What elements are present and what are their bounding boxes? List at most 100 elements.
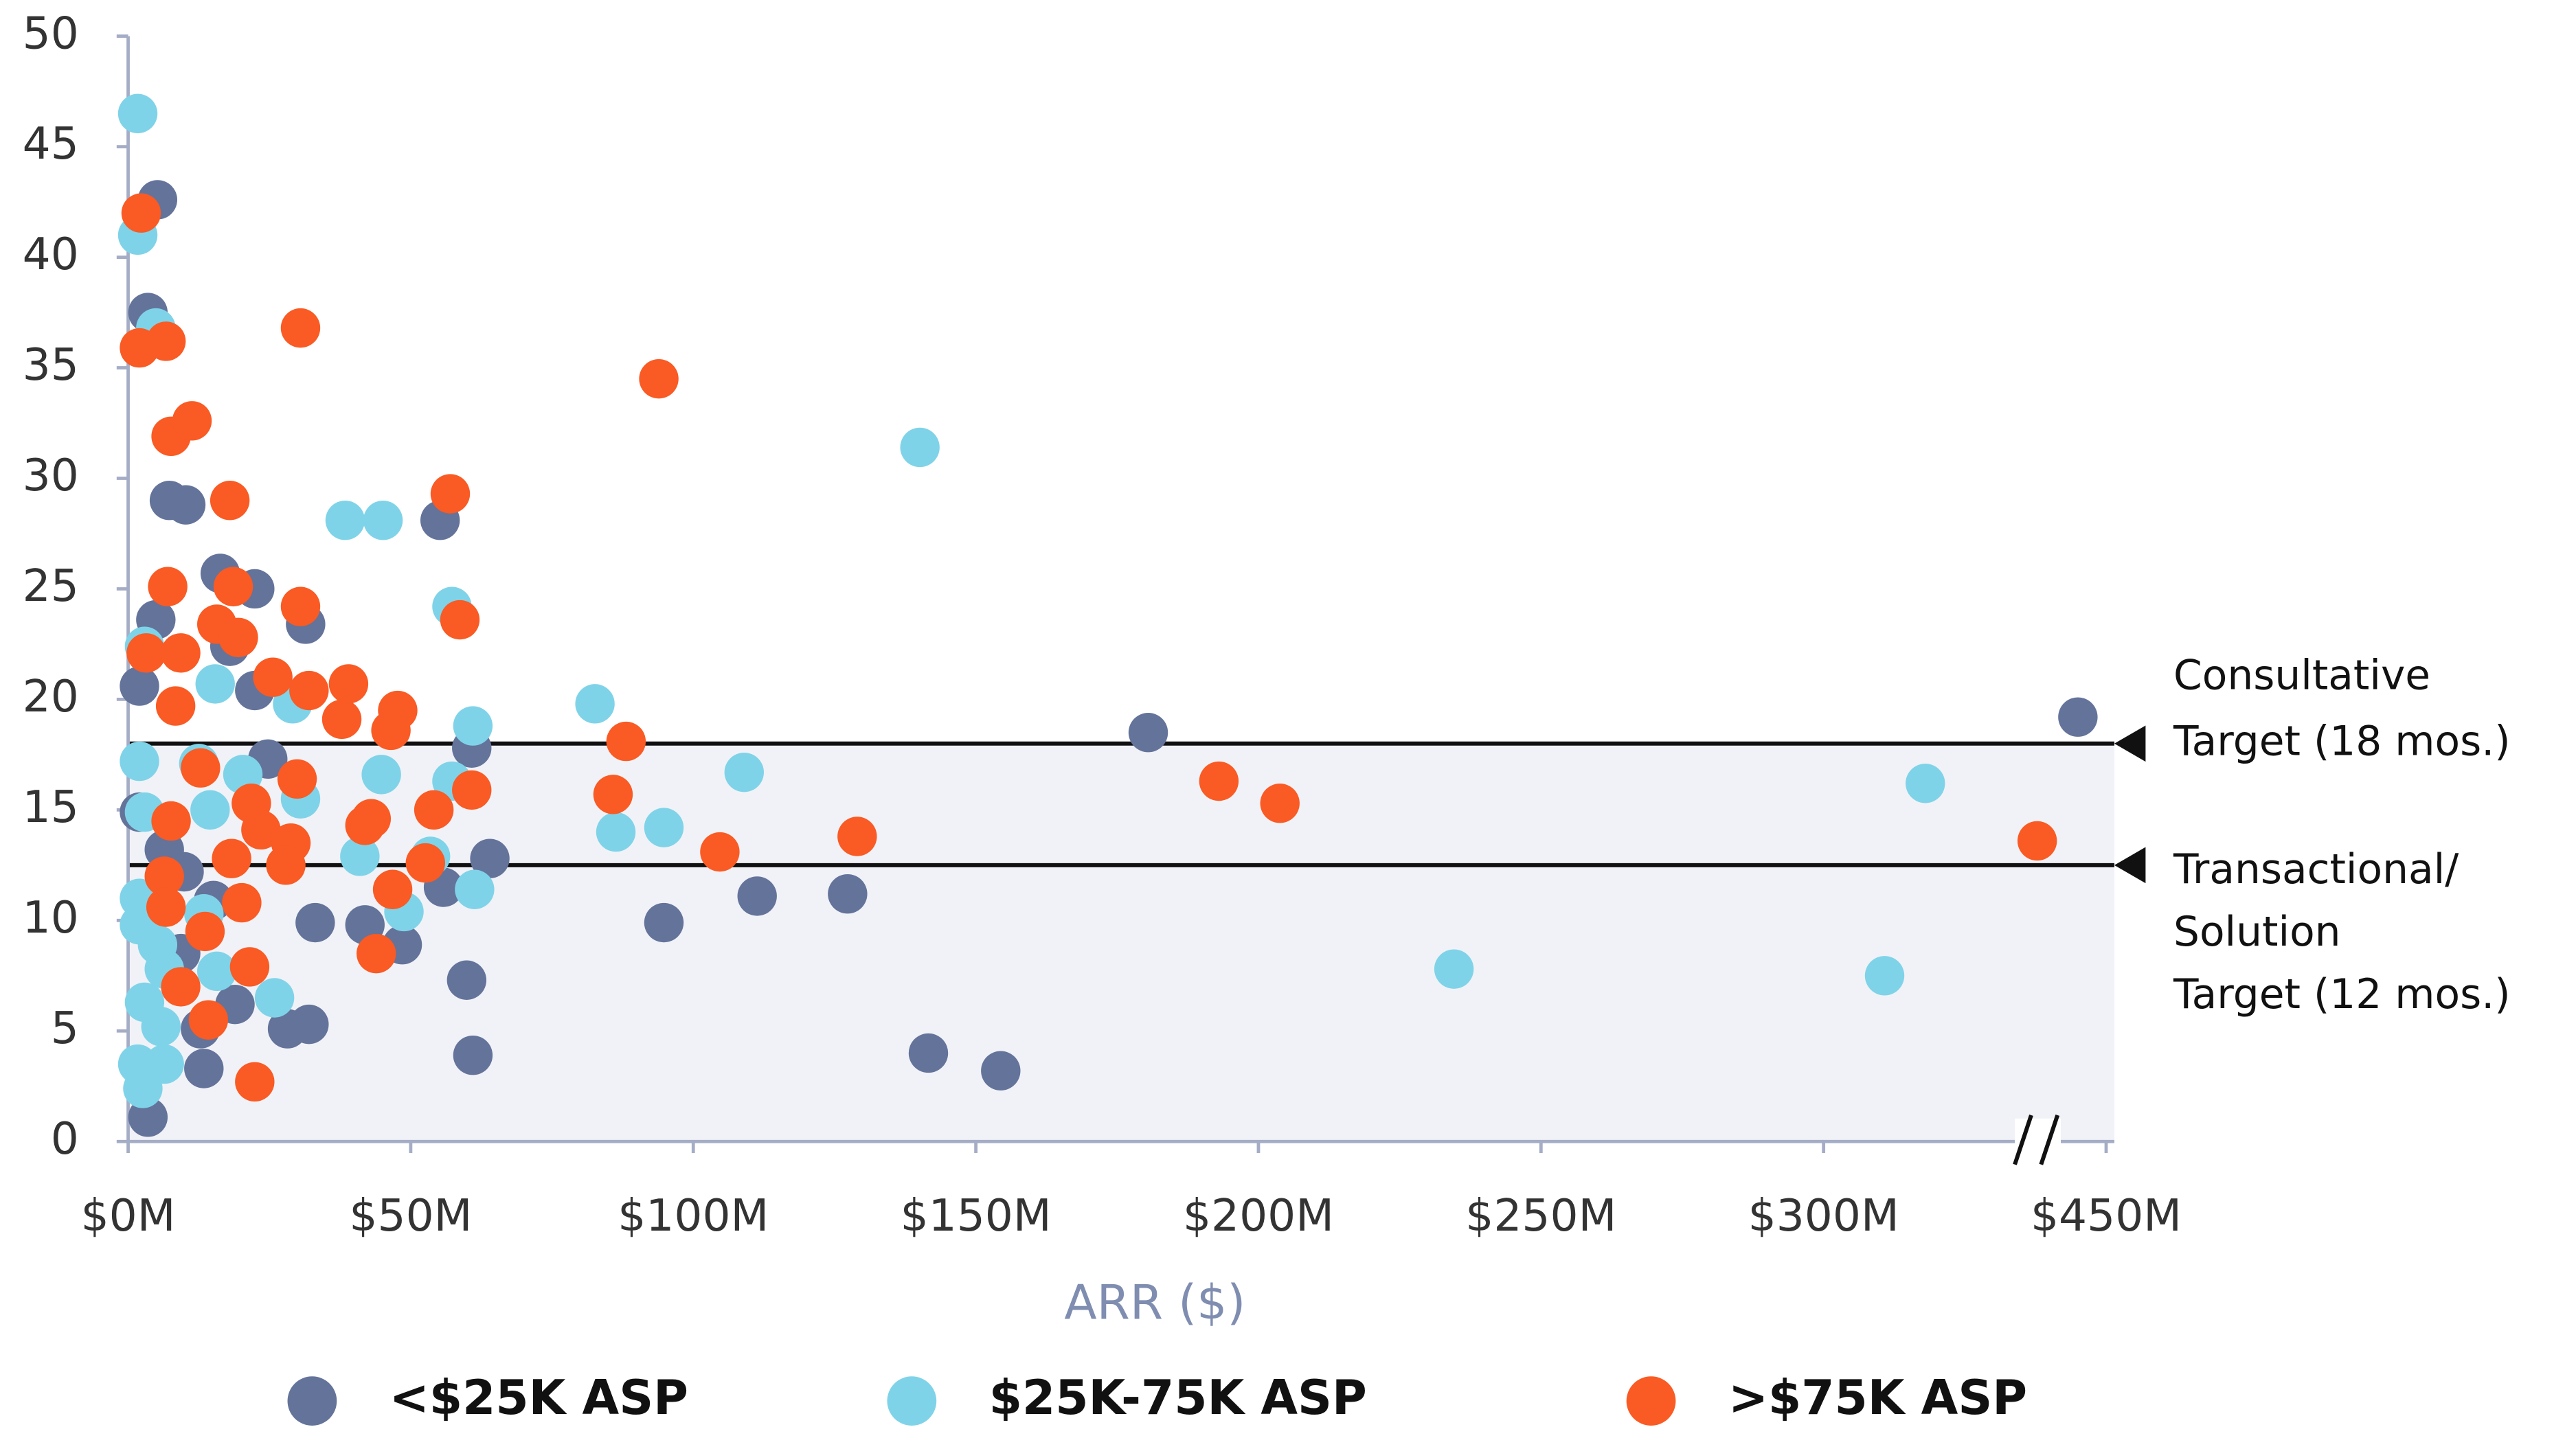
point	[447, 960, 487, 1000]
point	[161, 967, 201, 1007]
point	[197, 951, 237, 992]
target-label: Consultative	[2173, 652, 2430, 700]
y-tick-label: 40	[23, 229, 79, 280]
target-label: Solution	[2173, 909, 2340, 956]
point	[254, 978, 295, 1018]
point	[2058, 697, 2098, 737]
point	[724, 752, 764, 792]
point	[295, 902, 335, 943]
point	[212, 838, 251, 878]
point	[277, 759, 317, 799]
point	[430, 474, 471, 514]
point	[289, 670, 329, 711]
point	[146, 887, 186, 927]
point	[837, 817, 877, 856]
point	[363, 500, 403, 540]
point	[185, 911, 225, 952]
point	[908, 1033, 949, 1073]
point	[126, 633, 166, 673]
target-label: Target (18 mos.)	[2173, 718, 2511, 765]
target-label: Target (12 mos.)	[2173, 971, 2511, 1018]
y-tick-label: 15	[23, 781, 79, 833]
point	[141, 1007, 181, 1047]
target-arrow	[2114, 847, 2146, 884]
point	[2017, 821, 2057, 861]
point	[1128, 713, 1168, 753]
point	[235, 1062, 275, 1102]
point	[593, 775, 633, 814]
target-arrow	[2114, 725, 2146, 762]
point	[700, 832, 740, 872]
x-tick-label: $50M	[349, 1190, 472, 1242]
point	[184, 1049, 224, 1088]
x-tick-label: $100M	[618, 1190, 769, 1242]
point	[361, 755, 401, 795]
y-tick-label: 5	[51, 1003, 79, 1054]
point	[1260, 784, 1300, 823]
point	[596, 812, 636, 852]
point	[606, 721, 646, 762]
point	[452, 770, 492, 810]
point	[146, 321, 186, 361]
point	[172, 401, 212, 441]
point	[321, 699, 362, 740]
point	[414, 790, 454, 830]
y-tick-label: 10	[23, 892, 79, 944]
y-tick-label: 0	[51, 1113, 79, 1165]
point	[151, 801, 191, 841]
point	[644, 808, 684, 847]
point	[328, 664, 369, 704]
point	[222, 882, 262, 923]
point	[148, 567, 188, 606]
point	[345, 806, 385, 845]
legend-marker	[1626, 1376, 1676, 1426]
y-tick-label: 20	[23, 671, 79, 722]
point	[120, 741, 159, 781]
point	[639, 358, 679, 399]
point	[644, 902, 684, 943]
point	[266, 845, 306, 885]
point	[218, 617, 258, 657]
axis-break	[2013, 1115, 2033, 1165]
point	[325, 500, 365, 540]
x-tick-label: $0M	[81, 1190, 176, 1242]
x-axis-label: ARR ($)	[1064, 1275, 1245, 1330]
legend-label: $25K-75K ASP	[989, 1371, 1367, 1426]
target-label: Transactional/	[2173, 846, 2459, 893]
point	[155, 686, 196, 726]
point	[1906, 764, 1945, 803]
point	[981, 1051, 1021, 1091]
point	[188, 1000, 229, 1040]
point	[190, 790, 230, 830]
point	[195, 664, 235, 704]
point	[241, 810, 281, 850]
point	[1199, 761, 1239, 801]
point	[161, 633, 201, 673]
x-tick-label: $300M	[1748, 1190, 1899, 1242]
point	[1434, 949, 1474, 989]
x-tick-label: $450M	[2031, 1190, 2182, 1242]
point	[1864, 956, 1905, 996]
point	[340, 836, 380, 876]
legend-marker	[287, 1376, 337, 1426]
x-tick-label: $250M	[1465, 1190, 1616, 1242]
point	[280, 586, 321, 626]
target-band	[128, 743, 2114, 1142]
point	[828, 874, 868, 914]
point	[210, 481, 250, 521]
point	[213, 567, 253, 606]
point	[289, 1004, 329, 1045]
point	[453, 706, 493, 746]
point	[575, 684, 615, 724]
point	[121, 193, 161, 233]
point	[453, 1035, 493, 1075]
y-tick-label: 30	[23, 450, 79, 501]
point	[737, 876, 777, 916]
y-tick-label: 50	[23, 8, 79, 59]
point	[357, 933, 396, 974]
x-tick-label: $150M	[901, 1190, 1052, 1242]
point	[181, 748, 221, 788]
point	[440, 600, 480, 640]
point	[372, 869, 413, 909]
point	[405, 843, 445, 883]
